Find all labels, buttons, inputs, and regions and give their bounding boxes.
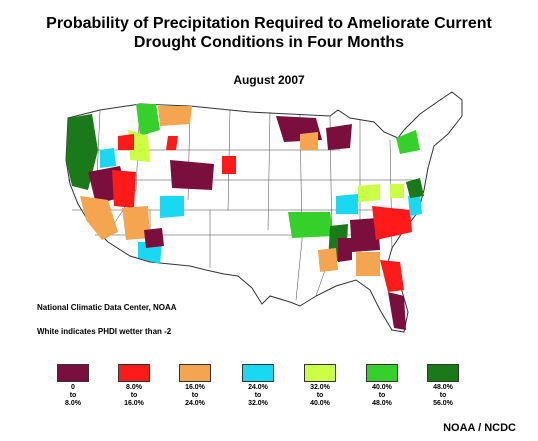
legend-label-from: 0	[71, 384, 75, 391]
region-se-maroon-2	[338, 238, 352, 262]
legend-label-to: to	[254, 392, 262, 399]
legend-item: 0 to 8.0%	[53, 364, 93, 408]
source-label: National Climatic Data Center, NOAA	[37, 303, 177, 312]
region-red-2	[166, 136, 178, 150]
legend-label-from: 8.0%	[126, 384, 142, 391]
region-east-green	[288, 212, 334, 238]
legend-label-to: to	[316, 392, 324, 399]
legend-swatch	[118, 364, 150, 382]
legend-swatch	[179, 364, 211, 382]
legend-item: 24.0% to 32.0%	[238, 364, 278, 408]
legend-label-end: 56.0%	[433, 400, 453, 407]
region-nw-dark-green	[66, 114, 98, 190]
legend-label-from: 16.0%	[185, 384, 205, 391]
region-east-lime-2	[390, 184, 404, 198]
legend-swatch	[304, 364, 336, 382]
legend-label: 40.0% to 48.0%	[362, 384, 402, 408]
legend-label: 48.0% to 56.0%	[423, 384, 463, 408]
legend-label-end: 16.0%	[124, 400, 144, 407]
region-va-green	[406, 178, 424, 198]
region-se-maroon	[350, 218, 380, 252]
legend-label-to: to	[130, 392, 138, 399]
map-title: Probability of Precipitation Required to…	[0, 14, 538, 52]
legend-label-to: to	[378, 392, 386, 399]
region-wy-maroon	[170, 160, 214, 190]
region-mi-maroon	[326, 124, 352, 150]
region-tx-orange	[318, 248, 338, 272]
region-ne-green	[396, 130, 420, 154]
legend-label-end: 40.0%	[310, 400, 330, 407]
region-nw-cyan	[100, 148, 116, 168]
drought-regions	[66, 104, 424, 330]
legend-swatch	[366, 364, 398, 382]
region-se-orange	[356, 252, 380, 276]
region-sc-cyan	[408, 194, 422, 216]
legend-label-to: to	[191, 392, 199, 399]
legend-label-to: to	[69, 392, 77, 399]
region-nw-red	[112, 170, 136, 208]
legend-swatch	[427, 364, 459, 382]
legend-item: 40.0% to 48.0%	[362, 364, 402, 408]
region-nm-cyan	[138, 242, 162, 264]
legend-label: 0 to 8.0%	[53, 384, 93, 408]
legend-swatch	[242, 364, 274, 382]
region-red-1	[118, 134, 134, 150]
region-mt-orange	[158, 106, 192, 126]
region-fl-maroon	[388, 292, 406, 330]
region-se-red	[372, 206, 412, 240]
legend-item: 32.0% to 40.0%	[300, 364, 340, 408]
legend-label-end: 48.0%	[372, 400, 392, 407]
region-fl-red	[380, 260, 404, 292]
region-mw-orange	[300, 132, 318, 150]
credit-label: NOAA / NCDC	[443, 422, 516, 434]
region-az-maroon	[144, 228, 164, 248]
region-wy-red	[222, 156, 236, 174]
legend-swatch	[57, 364, 89, 382]
legend-label: 24.0% to 32.0%	[238, 384, 278, 408]
map-date: August 2007	[233, 73, 305, 87]
legend-item: 48.0% to 56.0%	[423, 364, 463, 408]
region-ca-orange	[80, 196, 118, 240]
region-nv-orange	[122, 206, 150, 240]
legend-label-to: to	[439, 392, 447, 399]
note-label: White indicates PHDI wetter than -2	[37, 327, 172, 336]
region-id-green	[136, 104, 160, 136]
legend-label-end: 32.0%	[248, 400, 268, 407]
legend-label-from: 24.0%	[248, 384, 268, 391]
legend-item: 8.0% to 16.0%	[114, 364, 154, 408]
legend-label-end: 24.0%	[185, 400, 205, 407]
region-east-lime	[358, 184, 380, 202]
legend-label-from: 40.0%	[372, 384, 392, 391]
legend-label: 16.0% to 24.0%	[175, 384, 215, 408]
legend-label-end: 8.0%	[65, 400, 81, 407]
legend-item: 16.0% to 24.0%	[175, 364, 215, 408]
title-line-1: Probability of Precipitation Required to…	[46, 15, 492, 32]
region-east-cyan	[336, 194, 358, 214]
legend-label: 8.0% to 16.0%	[114, 384, 154, 408]
legend-label-from: 48.0%	[433, 384, 453, 391]
title-line-2: Drought Conditions in Four Months	[133, 34, 405, 51]
region-ut-cyan	[160, 196, 184, 218]
legend-label-from: 32.0%	[310, 384, 330, 391]
legend-label: 32.0% to 40.0%	[300, 384, 340, 408]
